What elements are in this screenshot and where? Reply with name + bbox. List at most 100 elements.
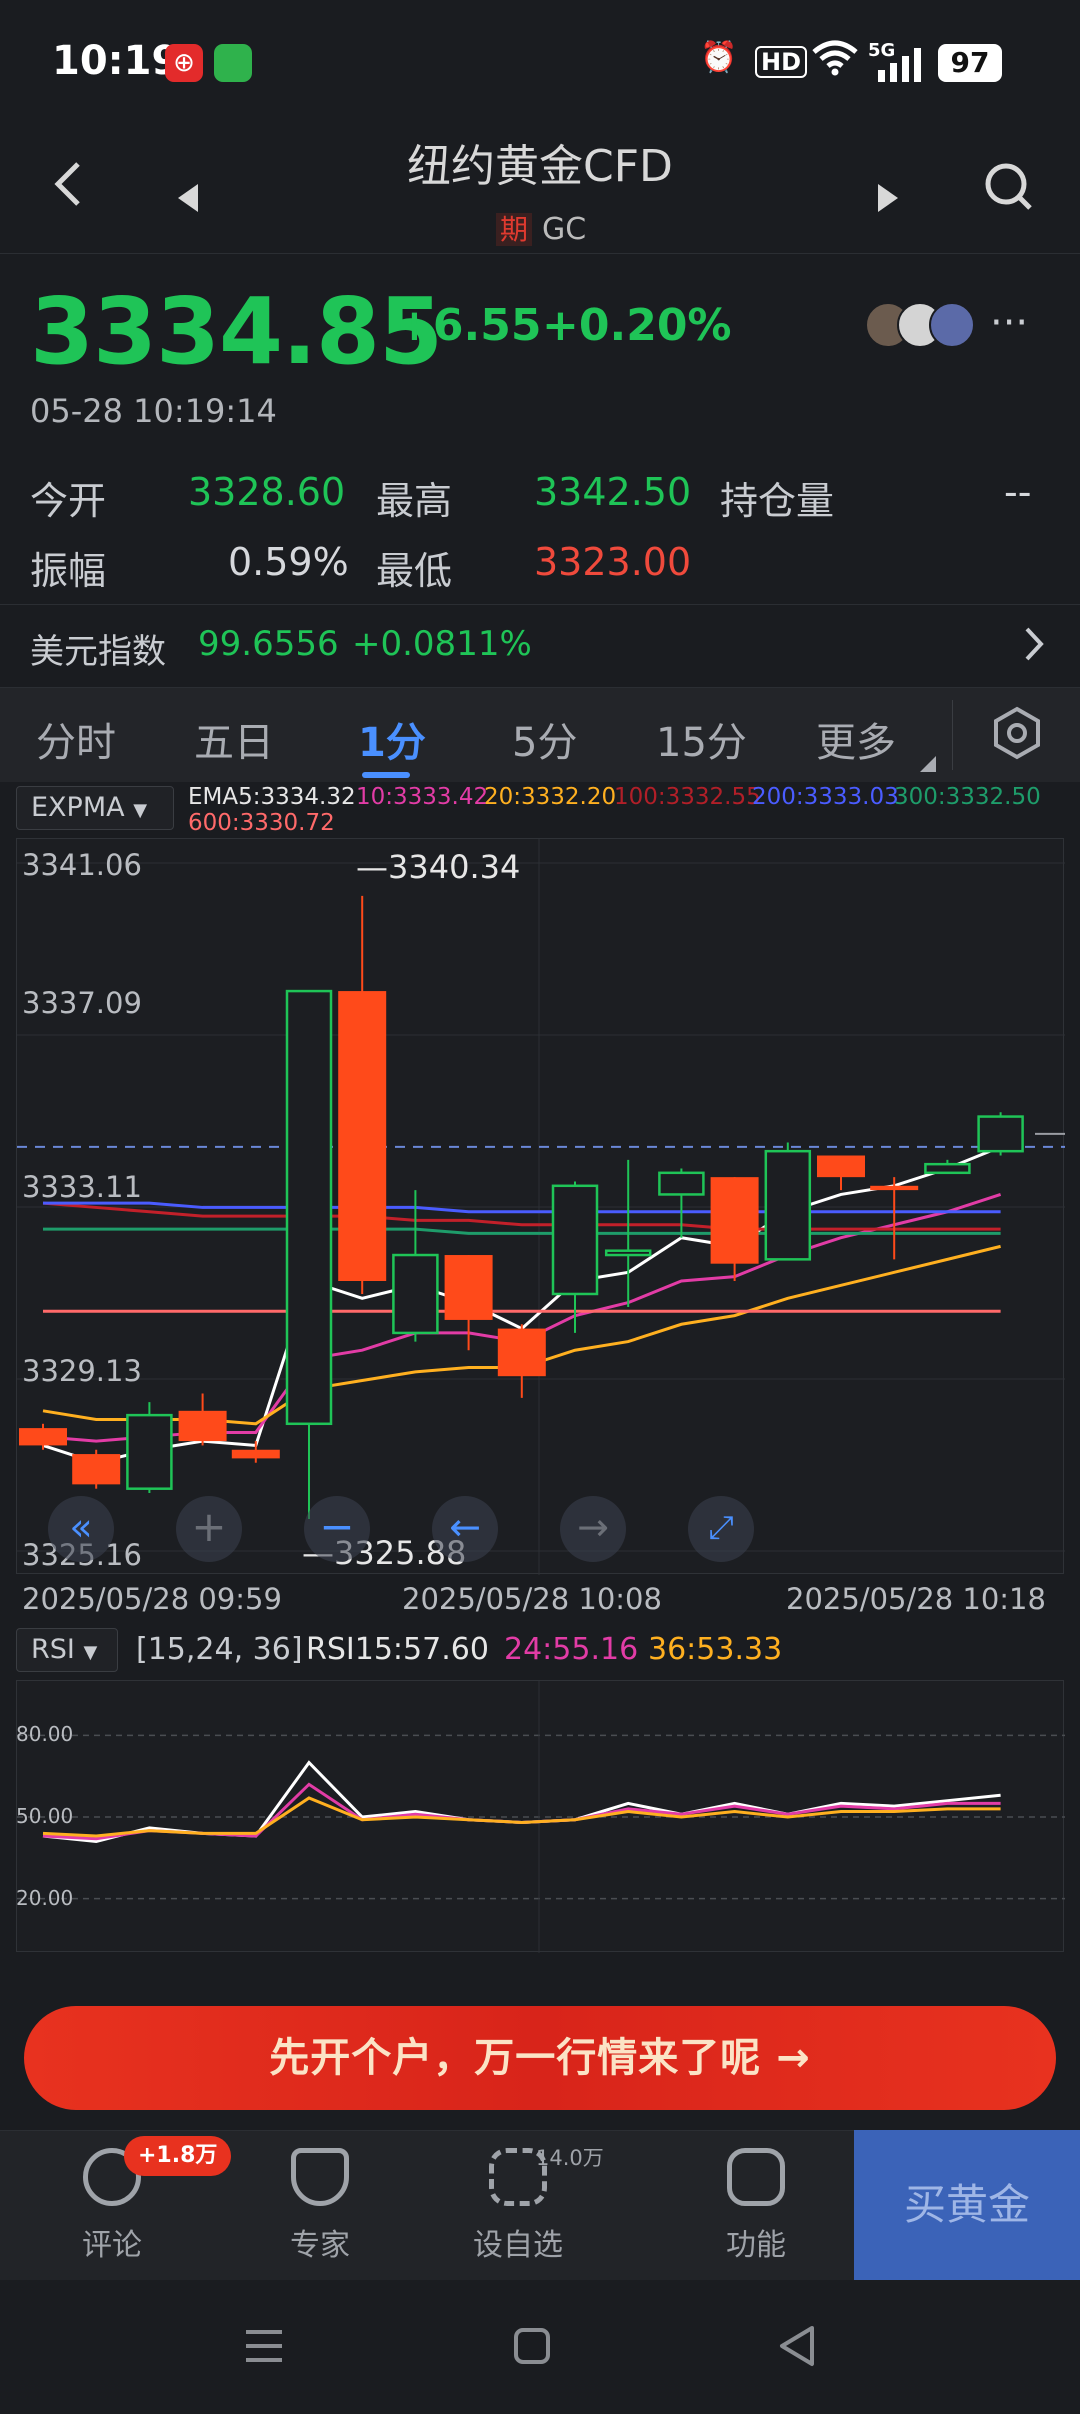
- candle: [817, 1155, 865, 1191]
- low-label: 最低: [376, 549, 453, 593]
- open-account-button[interactable]: 先开个户，万一行情来了呢 →: [24, 2006, 1056, 2110]
- expert-label: 专家: [290, 2228, 350, 2263]
- candle: [178, 1393, 227, 1446]
- add-watchlist-label: 设自选: [473, 2228, 563, 2263]
- back-nav-icon[interactable]: [776, 2324, 816, 2372]
- amplitude-label: 振幅: [30, 549, 107, 593]
- ema300-value: 300:3332.50: [894, 784, 1041, 810]
- rsi-line-36: [42, 1796, 1001, 1838]
- tab-5min[interactable]: 5分: [512, 720, 578, 766]
- search-button[interactable]: [984, 162, 1034, 224]
- reset-view-icon[interactable]: ⤢: [688, 1496, 754, 1562]
- rsi-svg: [17, 1681, 1065, 1953]
- more-options-icon[interactable]: ···: [990, 300, 1029, 346]
- caret-down-icon: ▼: [83, 1642, 98, 1663]
- candle: [870, 1177, 919, 1260]
- low-value: 3323.00: [534, 540, 692, 584]
- recents-icon[interactable]: [244, 2326, 284, 2370]
- high-value: 3342.50: [534, 470, 692, 514]
- functions-label: 功能: [726, 2228, 786, 2263]
- home-icon[interactable]: [512, 2326, 552, 2370]
- add-watchlist-icon: [489, 2148, 547, 2206]
- futures-tag: 期: [496, 213, 533, 246]
- ema600-value: 600:3330.72: [188, 810, 335, 836]
- max-price-value: 3340.34: [388, 848, 521, 886]
- candle-body: [72, 1454, 121, 1485]
- candle-body: [178, 1410, 227, 1442]
- tab-1min[interactable]: 1分: [358, 720, 426, 766]
- last-price: 3334.85: [30, 278, 443, 385]
- amplitude-value: 0.59%: [228, 540, 349, 584]
- avatar-group[interactable]: [865, 302, 975, 348]
- scroll-left-fast-icon[interactable]: «: [48, 1496, 114, 1562]
- rsi-indicator-select[interactable]: RSI ▼: [16, 1628, 118, 1672]
- candle: [497, 1324, 546, 1398]
- open-interest-label: 持仓量: [720, 479, 835, 523]
- candle: [658, 1168, 705, 1238]
- zoom-out-icon[interactable]: −: [304, 1496, 370, 1562]
- next-instrument-button[interactable]: [876, 170, 900, 226]
- candle: [710, 1177, 759, 1281]
- hd-icon: HD: [755, 46, 808, 78]
- candle-body: [126, 1413, 173, 1490]
- scroll-left-icon[interactable]: ←: [432, 1496, 498, 1562]
- candle-body: [604, 1249, 652, 1257]
- functions-button[interactable]: 功能: [686, 2148, 826, 2264]
- open-value: 3328.60: [188, 470, 346, 514]
- candle: [338, 895, 387, 1294]
- active-tab-indicator: [362, 772, 410, 778]
- back-button[interactable]: [52, 160, 82, 220]
- candle: [285, 989, 333, 1519]
- candle-body: [658, 1171, 705, 1196]
- system-nav-bar: [0, 2280, 1080, 2414]
- y-tick-label: 3333.11: [22, 1170, 142, 1204]
- zoom-in-icon[interactable]: +: [176, 1496, 242, 1562]
- tab-15min[interactable]: 15分: [656, 720, 747, 766]
- comment-button[interactable]: 评论: [42, 2148, 182, 2264]
- chevron-right-icon[interactable]: [1024, 626, 1044, 666]
- prev-instrument-button[interactable]: [176, 170, 200, 226]
- page-title: 纽约黄金CFD: [407, 141, 673, 192]
- ema20-value: 20:3332.20: [484, 784, 617, 810]
- ema-line-100: [42, 1201, 1001, 1231]
- rsi-params: [15,24, 36]: [136, 1632, 303, 1667]
- ema-line-200: [43, 1201, 1001, 1214]
- candle-body: [710, 1177, 759, 1264]
- dollar-index-row[interactable]: [0, 604, 1080, 688]
- candle-body: [924, 1162, 971, 1175]
- candle: [19, 1423, 67, 1450]
- rsi36-value: 36:53.33: [648, 1632, 783, 1667]
- high-label: 最高: [376, 479, 453, 523]
- buy-gold-button[interactable]: 买黄金: [854, 2130, 1080, 2280]
- tab-divider: [952, 700, 953, 770]
- add-watchlist-button[interactable]: 设自选: [448, 2148, 588, 2264]
- network-type: 5G: [868, 40, 896, 61]
- y-tick-label: 3341.06: [22, 848, 142, 882]
- candle: [231, 1441, 280, 1463]
- avatar: [929, 302, 975, 348]
- x-tick-label: 2025/05/28 10:18: [786, 1582, 1046, 1616]
- scroll-right-icon[interactable]: →: [560, 1496, 626, 1562]
- tab-five-day[interactable]: 五日: [194, 720, 274, 766]
- candle: [551, 1181, 599, 1333]
- ema-line-300: [43, 1227, 1001, 1235]
- rsi-chart[interactable]: [16, 1680, 1065, 1953]
- expert-button[interactable]: 专家: [250, 2148, 390, 2264]
- tab-intraday[interactable]: 分时: [36, 720, 116, 766]
- candlestick-chart[interactable]: [16, 838, 1065, 1575]
- candle: [924, 1159, 971, 1175]
- price-change-pct: +0.20%: [542, 300, 732, 351]
- ema200-value: 200:3333.03: [752, 784, 899, 810]
- candle-body: [551, 1184, 599, 1296]
- status-time: 10:19: [52, 38, 180, 84]
- candle: [392, 1190, 439, 1342]
- rsi-tick-label: 50.00: [16, 1804, 74, 1828]
- rsi-tick-label: 20.00: [16, 1886, 74, 1910]
- indicator-select[interactable]: EXPMA ▼: [16, 786, 174, 830]
- expert-icon: [291, 2148, 349, 2206]
- rsi-name: RSI: [31, 1634, 75, 1665]
- tab-more[interactable]: 更多: [816, 720, 896, 766]
- chart-settings-icon[interactable]: [990, 706, 1044, 764]
- ema10-value: 10:3333.42: [356, 784, 489, 810]
- candle-body: [338, 991, 387, 1281]
